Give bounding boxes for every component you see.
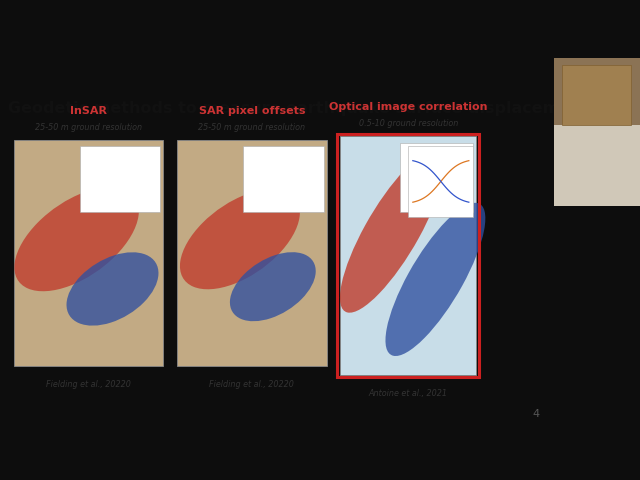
Bar: [177, 140, 326, 366]
Text: Fielding et al., 20220: Fielding et al., 20220: [209, 380, 294, 389]
Text: 0.5-10 ground resolution: 0.5-10 ground resolution: [358, 119, 458, 128]
Ellipse shape: [180, 189, 300, 289]
Bar: [563, 65, 631, 125]
Text: Optical image correlation: Optical image correlation: [329, 102, 488, 112]
Text: 25-50 m ground resolution: 25-50 m ground resolution: [35, 123, 142, 132]
Text: InSAR: InSAR: [70, 106, 107, 116]
Ellipse shape: [67, 252, 159, 325]
Bar: [243, 146, 324, 212]
Bar: [400, 143, 474, 213]
Ellipse shape: [340, 151, 444, 312]
Text: 25-50 m ground resolution: 25-50 m ground resolution: [198, 123, 305, 132]
Text: Antoine et al., 2021: Antoine et al., 2021: [369, 389, 448, 398]
Text: SAR pixel offsets: SAR pixel offsets: [198, 106, 305, 116]
Ellipse shape: [14, 187, 139, 291]
Bar: [554, 58, 640, 125]
Bar: [337, 134, 479, 377]
Ellipse shape: [385, 203, 485, 356]
Bar: [79, 146, 161, 212]
Ellipse shape: [230, 252, 316, 321]
Text: Geodetic methods to measure earthquake surface displacemen: Geodetic methods to measure earthquake s…: [8, 101, 582, 116]
Text: Fielding et al., 20220: Fielding et al., 20220: [46, 380, 131, 389]
Bar: [408, 145, 474, 217]
Text: 4: 4: [532, 409, 540, 419]
Bar: [554, 125, 640, 206]
Bar: [340, 136, 476, 375]
Bar: [14, 140, 163, 366]
